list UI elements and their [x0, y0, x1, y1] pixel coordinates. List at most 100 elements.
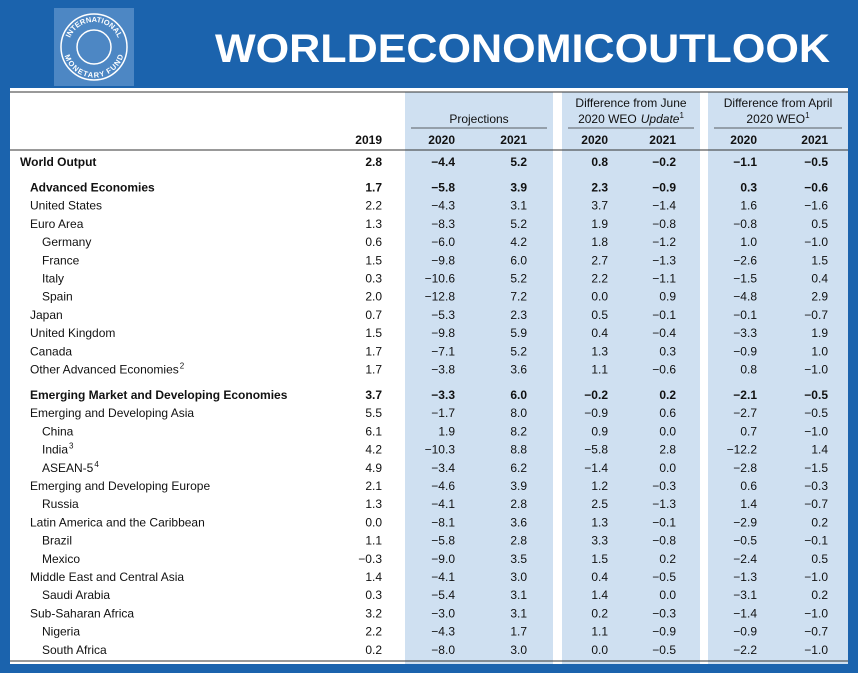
cell-value: 3.6 — [510, 363, 527, 377]
row-label-text: Latin America and the Caribbean — [30, 515, 205, 529]
cell-value: 3.1 — [510, 588, 527, 602]
cell-value: −7.1 — [431, 344, 455, 358]
cell-value: 3.2 — [365, 606, 382, 620]
cell-value: 7.2 — [510, 290, 527, 304]
cell-value: −5.8 — [431, 534, 455, 548]
cell-value: −1.1 — [652, 272, 676, 286]
cell-value: 0.2 — [591, 606, 608, 620]
cell-value: 2.3 — [591, 181, 608, 195]
cell-value: −0.5 — [733, 534, 757, 548]
cell-value: −0.2 — [584, 388, 608, 402]
cell-value: −4.6 — [431, 479, 455, 493]
cell-value: −1.0 — [804, 643, 828, 657]
footnote-mark: 1 — [805, 111, 810, 120]
cell-value: −9.8 — [431, 326, 455, 340]
cell-value: 0.5 — [591, 308, 608, 322]
cell-value: 0.2 — [811, 515, 828, 529]
cell-value: 0.4 — [591, 326, 608, 340]
june-shade — [562, 92, 700, 664]
cell-value: 2.9 — [811, 290, 828, 304]
cell-value: −1.6 — [804, 199, 828, 213]
row-label: Germany — [42, 235, 91, 249]
cell-value: −1.2 — [652, 235, 676, 249]
cell-value: −0.7 — [804, 497, 828, 511]
cell-value: −0.9 — [584, 406, 608, 420]
cell-value: −0.5 — [652, 643, 676, 657]
row-label-text: United States — [30, 199, 102, 213]
cell-value: −0.1 — [652, 308, 676, 322]
cell-value: 2.2 — [591, 272, 608, 286]
cell-value: −0.5 — [804, 155, 828, 169]
cell-value: −0.7 — [804, 308, 828, 322]
cell-value: 0.9 — [659, 290, 676, 304]
cell-value: −1.0 — [804, 570, 828, 584]
cell-value: 6.0 — [510, 253, 527, 267]
group-header-italic: Update — [641, 112, 680, 126]
cell-value: 0.0 — [365, 515, 382, 529]
cell-value: 2.3 — [510, 308, 527, 322]
cell-value: −0.8 — [733, 217, 757, 231]
cell-value: 2.1 — [365, 479, 382, 493]
april-shade — [708, 92, 848, 664]
row-label-text: Nigeria — [42, 625, 80, 639]
row-label-text: Spain — [42, 290, 73, 304]
row-label: Euro Area — [30, 217, 84, 231]
row-label-text: World Output — [20, 155, 96, 169]
cell-value: −12.8 — [425, 290, 456, 304]
cell-value: −2.1 — [733, 388, 757, 402]
cell-value: −2.2 — [733, 643, 757, 657]
cell-value: 0.6 — [740, 479, 757, 493]
cell-value: 0.7 — [740, 424, 757, 438]
cell-value: 0.2 — [659, 388, 676, 402]
cell-value: −1.0 — [804, 424, 828, 438]
row-label: Latin America and the Caribbean — [30, 515, 205, 529]
cell-value: 1.4 — [740, 497, 757, 511]
cell-value: −0.7 — [804, 625, 828, 639]
cell-value: −1.3 — [652, 497, 676, 511]
cell-value: 2.8 — [659, 443, 676, 457]
cell-value: 1.7 — [510, 625, 527, 639]
cell-value: 1.4 — [365, 570, 382, 584]
cell-value: 1.1 — [591, 363, 608, 377]
row-label: Emerging Market and Developing Economies — [30, 388, 288, 402]
group-header: 2020 WEO1 — [746, 111, 810, 126]
cell-value: 0.3 — [365, 272, 382, 286]
cell-value: 0.0 — [591, 290, 608, 304]
row-label: Russia — [42, 497, 79, 511]
cell-value: 2.2 — [365, 625, 382, 639]
footnote-mark: 3 — [69, 442, 74, 451]
cell-value: −1.0 — [804, 606, 828, 620]
cell-value: −0.8 — [652, 534, 676, 548]
cell-value: −0.3 — [652, 479, 676, 493]
row-label: South Africa — [42, 643, 107, 657]
cell-value: 0.8 — [591, 155, 608, 169]
cell-value: −0.9 — [652, 181, 676, 195]
cell-value: −0.8 — [652, 217, 676, 231]
row-label-text: Middle East and Central Asia — [30, 570, 184, 584]
cell-value: 3.6 — [510, 515, 527, 529]
cell-value: −1.5 — [804, 461, 828, 475]
cell-value: −3.3 — [733, 326, 757, 340]
row-label-text: United Kingdom — [30, 326, 115, 340]
cell-value: −4.8 — [733, 290, 757, 304]
cell-value: −3.1 — [733, 588, 757, 602]
cell-value: −1.4 — [733, 606, 757, 620]
cell-value: −8.0 — [431, 643, 455, 657]
row-label-text: Italy — [42, 272, 64, 286]
cell-value: −0.4 — [652, 326, 676, 340]
row-label-text: India — [42, 443, 68, 457]
cell-value: 2.8 — [510, 497, 527, 511]
cell-value: −8.3 — [431, 217, 455, 231]
group-header: Difference from June — [575, 96, 686, 110]
cell-value: 2.0 — [365, 290, 382, 304]
cell-value: 1.5 — [811, 253, 828, 267]
cell-value: 1.5 — [365, 326, 382, 340]
cell-value: −3.3 — [431, 388, 455, 402]
row-label-text: France — [42, 253, 80, 267]
row-label: Nigeria — [42, 625, 80, 639]
cell-value: 0.0 — [591, 643, 608, 657]
row-label: United States — [30, 199, 102, 213]
cell-value: 6.1 — [365, 424, 382, 438]
cell-value: 3.0 — [510, 570, 527, 584]
row-label-text: Advanced Economies — [30, 181, 155, 195]
